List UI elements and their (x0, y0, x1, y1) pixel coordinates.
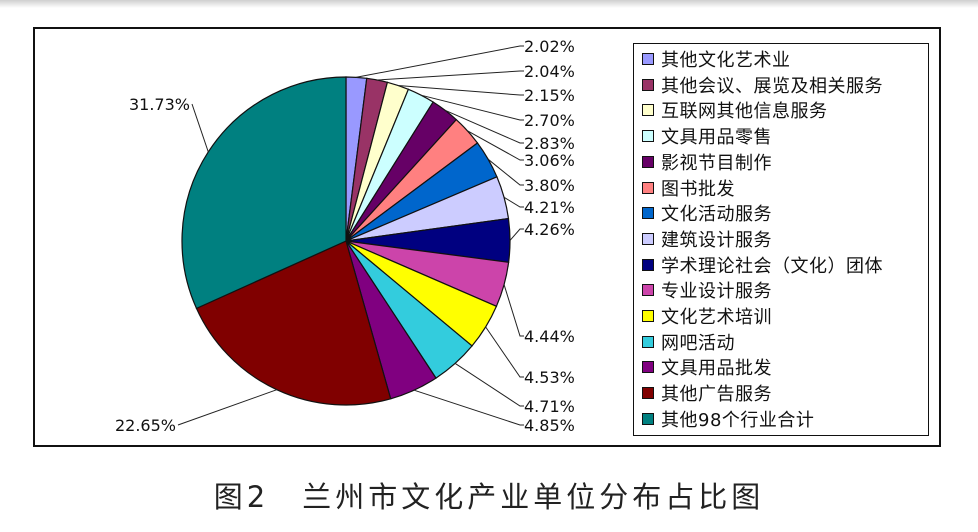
data-label: 4.44% (524, 327, 575, 346)
pie-slice (181, 76, 347, 310)
legend-swatch (642, 53, 654, 65)
legend-item: 影视节目制作 (642, 150, 772, 174)
legend-label: 学术理论社会（文化）团体 (661, 255, 883, 277)
data-label: 2.02% (524, 37, 575, 56)
leader-line (444, 109, 524, 144)
data-label: 4.26% (524, 220, 575, 239)
legend-label: 文具用品零售 (661, 127, 772, 149)
legend-item: 图书批发 (642, 176, 735, 200)
legend-swatch (642, 412, 654, 425)
legend-item: 互联网其他信息服务 (642, 98, 828, 122)
legend-swatch (642, 207, 654, 220)
leader-line (377, 70, 524, 81)
legend-label: 其他文化艺术业 (661, 50, 791, 71)
leader-line (356, 45, 524, 78)
leader-line (454, 362, 524, 407)
top-edge-strip (0, 0, 978, 8)
legend-item: 学术理论社会（文化）团体 (642, 253, 883, 277)
legend-swatch (642, 104, 654, 117)
leader-line (413, 389, 524, 426)
legend-swatch (642, 78, 654, 91)
leader-line (397, 85, 524, 96)
legend-item: 其他98个行业合计 (642, 407, 814, 431)
legend-label: 其他98个行业合计 (661, 409, 815, 431)
data-label: 4.21% (524, 198, 575, 217)
legend-swatch (642, 284, 654, 297)
data-label: 4.53% (524, 368, 575, 387)
leader-line (503, 196, 524, 208)
legend-swatch (642, 181, 654, 194)
legend-label: 文具用品批发 (661, 358, 772, 380)
legend-swatch (642, 335, 654, 348)
legend-label: 文化活动服务 (661, 204, 772, 226)
data-label: 2.83% (524, 134, 575, 153)
legend-label: 网吧活动 (661, 332, 735, 354)
data-label: 31.73% (129, 95, 190, 114)
legend-label: 其他广告服务 (661, 384, 772, 406)
legend-label: 其他会议、展览及相关服务 (661, 75, 883, 97)
leader-line (420, 94, 524, 121)
legend-swatch (642, 232, 654, 245)
legend-swatch (642, 130, 654, 143)
leader-line (485, 326, 524, 378)
leader-line (503, 284, 524, 337)
legend-item: 网吧活动 (642, 330, 735, 354)
legend-item: 文化艺术培训 (642, 304, 772, 328)
chart-legend: 其他文化艺术业其他会议、展览及相关服务 互联网其他信息服务 文具用品零售 影视节目制作… (633, 43, 929, 436)
leader-line (509, 228, 524, 241)
data-label: 2.04% (524, 62, 575, 81)
legend-item: 文化活动服务 (642, 201, 772, 225)
leader-line (191, 103, 209, 153)
legend-swatch (642, 310, 654, 322)
data-label: 2.70% (524, 111, 575, 130)
legend-item: 建筑设计服务 (642, 227, 772, 251)
legend-label: 影视节目制作 (661, 152, 772, 174)
legend-label: 专业设计服务 (661, 281, 772, 303)
data-label: 4.85% (524, 416, 575, 435)
leader-line (467, 130, 524, 161)
data-label: 3.80% (524, 176, 575, 195)
legend-item: 其他广告服务 (642, 381, 772, 405)
legend-item: 其他文化艺术业 (642, 47, 791, 71)
legend-swatch (642, 361, 654, 374)
data-label: 2.15% (524, 86, 575, 105)
legend-item: 其他会议、展览及相关服务 (642, 73, 883, 97)
leader-line (177, 389, 277, 426)
legend-item: 文具用品零售 (642, 124, 772, 148)
legend-item: 文具用品批发 (642, 355, 772, 379)
leader-line (487, 158, 524, 186)
figure-caption: 图2 兰州市文化产业单位分布占比图 (213, 480, 765, 514)
data-label: 22.65% (115, 416, 176, 435)
legend-swatch (642, 155, 654, 168)
legend-label: 互联网其他信息服务 (661, 101, 828, 123)
legend-item: 专业设计服务 (642, 278, 772, 302)
legend-label: 建筑设计服务 (661, 229, 772, 251)
data-label: 3.06% (524, 151, 575, 170)
legend-swatch (642, 258, 654, 271)
legend-label: 文化艺术培训 (661, 307, 772, 328)
data-label: 4.71% (524, 397, 575, 416)
legend-swatch (642, 387, 654, 400)
legend-label: 图书批发 (661, 178, 735, 200)
